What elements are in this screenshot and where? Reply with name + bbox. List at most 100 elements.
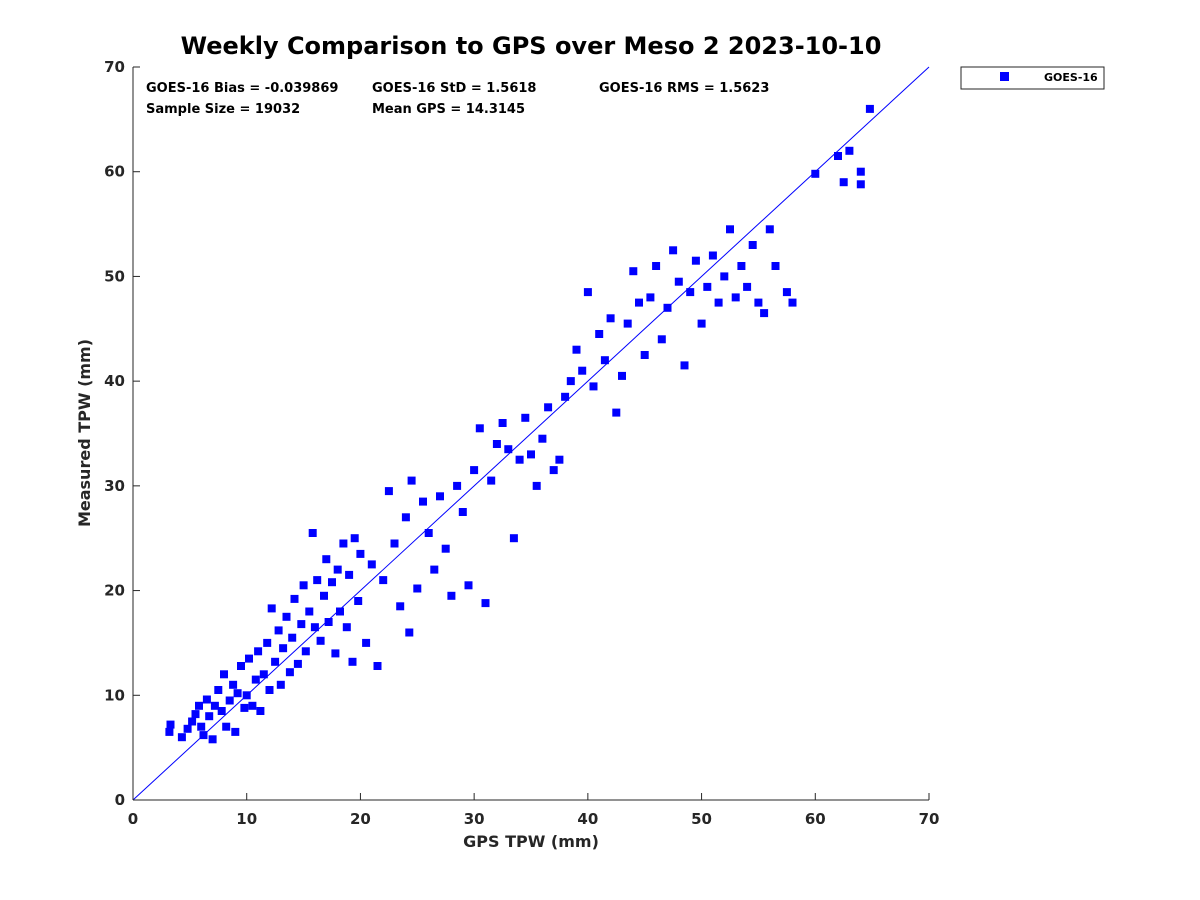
scatter-point: [737, 262, 746, 270]
scatter-point: [509, 534, 518, 543]
scatter-point: [220, 670, 228, 679]
scatter-point: [322, 555, 331, 564]
scatter-point: [282, 612, 291, 621]
scatter-point: [177, 733, 186, 742]
scatter-point: [305, 607, 314, 616]
scatter-point: [646, 293, 655, 302]
scatter-point: [222, 722, 231, 731]
scatter-point: [532, 481, 541, 490]
scatter-point: [242, 691, 251, 700]
y-tick-label: 60: [104, 163, 125, 181]
scatter-point: [367, 560, 376, 569]
stat-std: GOES-16 StD = 1.5618: [372, 81, 536, 96]
scatter-point: [521, 413, 530, 422]
scatter-point: [208, 735, 217, 744]
scatter-point: [703, 282, 712, 291]
scatter-point: [285, 668, 294, 677]
scatter-point: [401, 513, 410, 522]
x-tick-label: 10: [236, 810, 257, 828]
x-tick-label: 60: [805, 810, 826, 828]
scatter-point: [726, 225, 734, 234]
scatter-point: [214, 686, 223, 694]
scatter-point: [248, 701, 257, 710]
stat-bias: GOES-16 Bias = -0.039869: [146, 81, 338, 96]
scatter-point: [475, 424, 484, 433]
scatter-point: [265, 686, 274, 694]
y-axis-label: Measured TPW (mm): [75, 339, 94, 527]
scatter-point: [788, 298, 797, 307]
scatter-point: [328, 578, 336, 587]
x-tick-label: 70: [919, 810, 940, 828]
scatter-point: [839, 178, 848, 187]
scatter-point: [865, 104, 874, 113]
scatter-point: [256, 707, 265, 715]
y-tick-label: 30: [104, 477, 125, 495]
scatter-point: [195, 701, 203, 710]
scatter-point: [771, 262, 780, 270]
x-tick-label: 0: [128, 810, 138, 828]
scatter-point: [595, 330, 604, 338]
scatter-point: [373, 662, 382, 670]
scatter-point: [538, 434, 547, 443]
scatter-point: [229, 680, 238, 689]
scatter-point: [310, 623, 319, 632]
scatter-point: [657, 335, 666, 344]
scatter-point: [731, 293, 740, 302]
scatter-point: [345, 570, 354, 579]
scatter-point: [652, 262, 661, 270]
scatter-point: [561, 392, 570, 401]
scatter-point: [748, 241, 757, 249]
y-tick-label: 50: [104, 267, 125, 285]
stat-rms: GOES-16 RMS = 1.5623: [599, 81, 769, 96]
scatter-point: [356, 549, 365, 558]
scatter-point: [811, 169, 820, 178]
scatter-point: [274, 626, 283, 635]
scatter-point: [663, 303, 672, 312]
legend: GOES-16: [960, 66, 1105, 90]
scatter-point: [290, 594, 299, 603]
scatter-point: [288, 633, 297, 642]
scatter-point: [362, 638, 371, 647]
scatter-point: [240, 703, 249, 712]
scatter-point: [336, 607, 344, 616]
scatter-point: [199, 731, 208, 740]
scatter-point: [714, 298, 723, 307]
scatter-point: [308, 529, 317, 537]
scatter-point: [720, 272, 729, 281]
scatter-point: [191, 710, 200, 719]
scatter-point: [405, 628, 414, 637]
scatter-point: [856, 180, 865, 189]
scatter-point: [233, 689, 242, 698]
scatter-point: [578, 366, 587, 375]
scatter-point: [390, 539, 399, 548]
scatter-point: [498, 419, 507, 427]
scatter-point: [259, 670, 268, 679]
scatter-point: [197, 722, 206, 731]
scatter-point: [384, 487, 393, 496]
scatter-point: [640, 351, 649, 359]
y-tick-label: 40: [104, 372, 125, 390]
scatter-point: [697, 319, 706, 328]
scatter-point: [188, 717, 197, 726]
x-tick-label: 40: [577, 810, 598, 828]
stat-mean-gps: Mean GPS = 14.3145: [372, 102, 525, 117]
scatter-point: [299, 581, 308, 590]
scatter-point: [669, 246, 678, 255]
x-axis-label: GPS TPW (mm): [463, 832, 599, 851]
scatter-point: [297, 620, 306, 629]
scatter-point: [481, 599, 490, 608]
scatter-point: [342, 623, 351, 632]
scatter-point: [210, 701, 219, 710]
scatter-point: [396, 602, 405, 611]
scatter-point: [549, 466, 558, 475]
scatter-point: [413, 584, 422, 593]
scatter-point: [470, 466, 479, 475]
scatter-point: [458, 508, 467, 516]
scatter-point: [618, 371, 626, 380]
scatter-point: [267, 604, 276, 613]
scatter-point: [583, 288, 592, 297]
y-tick-label: 20: [104, 582, 125, 600]
scatter-point: [606, 314, 615, 323]
scatter-point: [301, 647, 310, 656]
